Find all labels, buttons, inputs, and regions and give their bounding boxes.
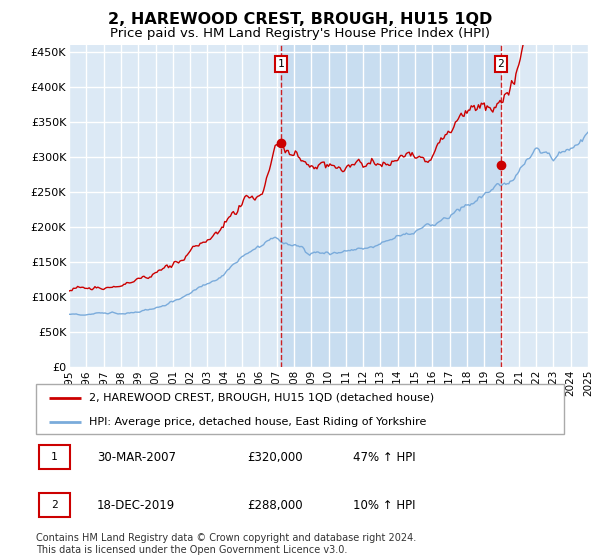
Text: 1: 1	[277, 59, 284, 69]
Bar	[281, 45, 501, 367]
Text: 2: 2	[51, 500, 58, 510]
Text: HPI: Average price, detached house, East Riding of Yorkshire: HPI: Average price, detached house, East…	[89, 417, 426, 427]
Text: 2, HAREWOOD CREST, BROUGH, HU15 1QD: 2, HAREWOOD CREST, BROUGH, HU15 1QD	[108, 12, 492, 27]
Text: £288,000: £288,000	[247, 498, 303, 512]
Text: £320,000: £320,000	[247, 451, 303, 464]
Text: Contains HM Land Registry data © Crown copyright and database right 2024.
This d: Contains HM Land Registry data © Crown c…	[36, 533, 416, 555]
FancyBboxPatch shape	[38, 493, 70, 517]
Text: 10% ↑ HPI: 10% ↑ HPI	[353, 498, 415, 512]
Text: 30-MAR-2007: 30-MAR-2007	[97, 451, 176, 464]
Text: 18-DEC-2019: 18-DEC-2019	[97, 498, 175, 512]
FancyBboxPatch shape	[38, 445, 70, 469]
Text: 2, HAREWOOD CREST, BROUGH, HU15 1QD (detached house): 2, HAREWOOD CREST, BROUGH, HU15 1QD (det…	[89, 393, 434, 403]
Text: Price paid vs. HM Land Registry's House Price Index (HPI): Price paid vs. HM Land Registry's House …	[110, 27, 490, 40]
FancyBboxPatch shape	[36, 384, 564, 434]
Text: 1: 1	[51, 452, 58, 462]
Text: 2: 2	[497, 59, 504, 69]
Text: 47% ↑ HPI: 47% ↑ HPI	[353, 451, 415, 464]
